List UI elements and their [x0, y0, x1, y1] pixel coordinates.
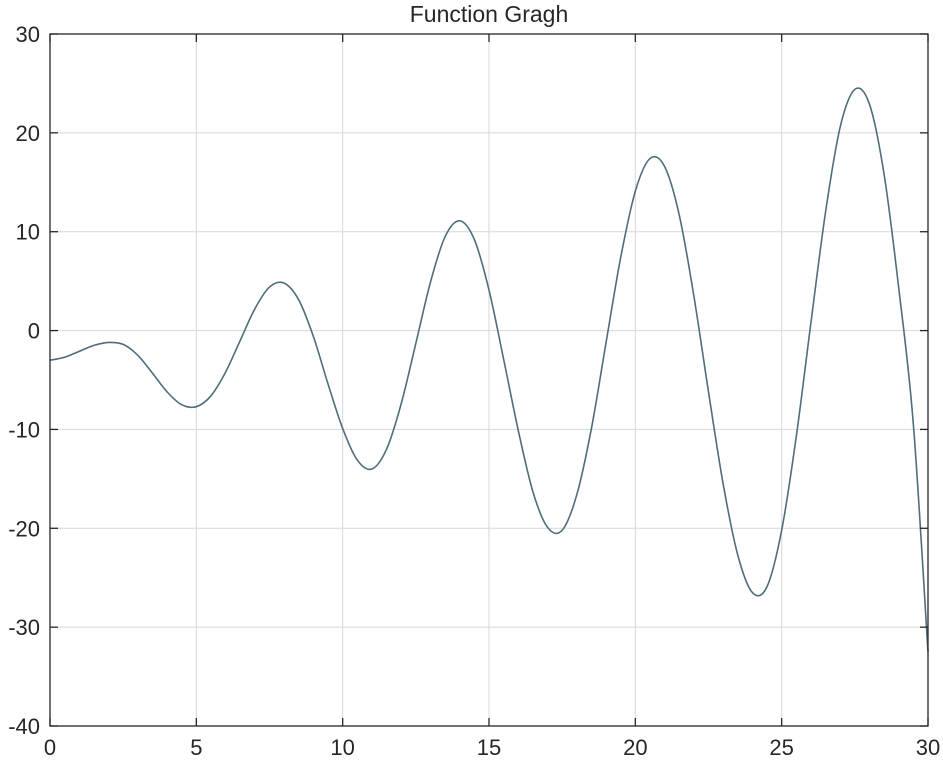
- x-tick-label: 0: [44, 735, 56, 760]
- y-tick-label: -10: [8, 417, 40, 442]
- y-tick-label: 30: [16, 22, 40, 47]
- axis-tick-labels: 0 5 10 15 20 25 30 -40 -30 -20 -10 0 10 20 30: [8, 22, 940, 760]
- series-line: [49, 87, 929, 652]
- x-tick-label: 30: [916, 735, 940, 760]
- axis-ticks: [49, 33, 929, 727]
- x-tick-label: 5: [190, 735, 202, 760]
- y-tick-label: 0: [28, 319, 40, 344]
- y-tick-label: 20: [16, 121, 40, 146]
- x-tick-label: 15: [477, 735, 501, 760]
- y-tick-label: -30: [8, 615, 40, 640]
- chart-title: Function Gragh: [410, 1, 569, 27]
- y-tick-label: 10: [16, 220, 40, 245]
- y-tick-label: -40: [8, 714, 40, 739]
- x-tick-label: 25: [769, 735, 793, 760]
- x-tick-label: 20: [623, 735, 647, 760]
- x-tick-label: 10: [330, 735, 354, 760]
- y-tick-label: -20: [8, 516, 40, 541]
